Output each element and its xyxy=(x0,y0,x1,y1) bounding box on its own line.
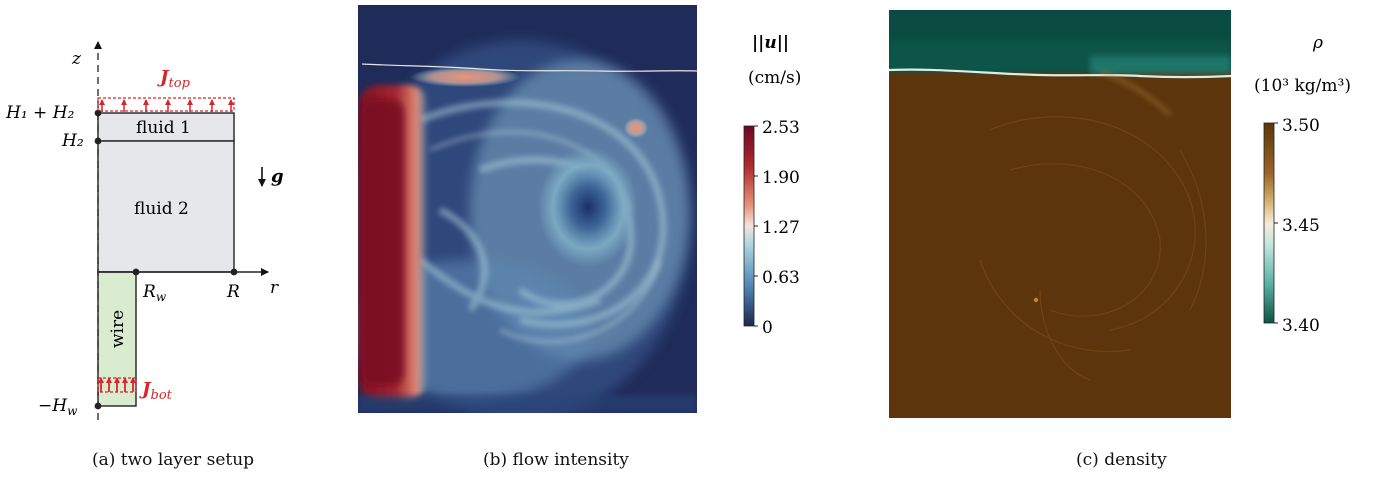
j-top-box xyxy=(97,97,235,112)
h2-label: H₂ xyxy=(61,131,84,151)
cb-c-unit: (10³ kg/m³) xyxy=(1254,76,1351,96)
cb-b-tick-2: 1.27 xyxy=(762,218,800,238)
cb-b-title: ||u|| xyxy=(752,33,789,53)
cb-b-tick-3: 0.63 xyxy=(762,268,800,288)
caption-b: (b) flow intensity xyxy=(483,450,629,470)
wire-label: wire xyxy=(108,310,128,348)
point-r xyxy=(230,268,238,276)
rw-label: Rw xyxy=(142,282,167,304)
axis-z-label: z xyxy=(71,49,82,69)
interface-line xyxy=(361,63,697,72)
cb-c-symbol: ρ xyxy=(1312,33,1323,53)
cb-c-tick-0: 3.50 xyxy=(1282,116,1320,136)
gravity-label: g xyxy=(271,166,284,187)
point-h1h2 xyxy=(94,109,102,117)
fluid-2-region xyxy=(97,140,235,273)
h1h2-label: H₁ + H₂ xyxy=(5,103,75,123)
cb-c-tick-1: 3.45 xyxy=(1282,216,1320,236)
point-hw xyxy=(94,402,102,410)
cb-c-tick-2: 3.40 xyxy=(1282,316,1320,336)
panel-a-schematic: z r H₁ + H₂ H₂ −Hw Rw R fluid 1 fluid 2 … xyxy=(5,41,284,420)
cb-b-tick-0: 2.53 xyxy=(762,118,800,138)
point-rw xyxy=(132,268,140,276)
panel-c-density-image xyxy=(889,10,1231,418)
j-top-label: Jtop xyxy=(157,67,191,91)
r-label: R xyxy=(226,282,240,302)
caption-c: (c) density xyxy=(1076,450,1167,470)
fluid-1-label: fluid 1 xyxy=(136,118,191,138)
panel-b-colorbar: 2.53 1.90 1.27 0.63 0 ||u|| (cm/s) xyxy=(743,33,801,338)
j-bot-arrows xyxy=(98,377,136,392)
point-h2 xyxy=(94,137,102,145)
cb-b-tick-4: 0 xyxy=(762,318,773,338)
cb-b-tick-1: 1.90 xyxy=(762,168,800,188)
cb-b-unit: (cm/s) xyxy=(748,68,801,88)
caption-a: (a) two layer setup xyxy=(92,450,255,470)
j-top-arrows xyxy=(99,99,234,112)
panel-c-colorbar: 3.50 3.45 3.40 ρ (10³ kg/m³) xyxy=(1254,33,1351,336)
j-bot-label: Jbot xyxy=(139,379,173,403)
panel-b-flow-image xyxy=(358,5,697,413)
axis-r-label: r xyxy=(270,278,279,298)
fluid-2-label: fluid 2 xyxy=(134,199,189,219)
hw-label: −Hw xyxy=(38,396,78,418)
